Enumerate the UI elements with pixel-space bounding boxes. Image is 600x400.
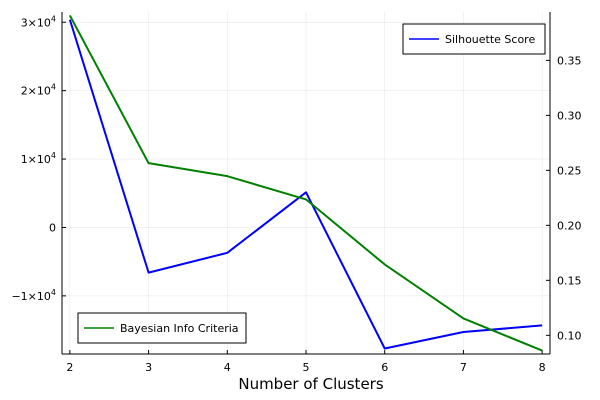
legend-label: Bayesian Info Criteria (120, 322, 239, 335)
legends: Silhouette Score Bayesian Info Criteria (77, 23, 546, 344)
axes: 2 3 4 5 6 7 8 3×104 2×104 1×104 0 −1×104 0.10 0.15 0.2… (11, 12, 582, 374)
x-tick-label: 2 (66, 361, 73, 374)
right-y-tick-label: 0.20 (557, 219, 582, 232)
left-y-tick-label: 2×104 (21, 83, 56, 98)
x-tick-label: 3 (145, 361, 152, 374)
left-y-tick-label: 0 (49, 221, 56, 234)
x-tick-label: 6 (381, 361, 388, 374)
left-y-tick-label: 1×104 (21, 151, 56, 166)
legend-0: Silhouette Score (402, 23, 546, 55)
x-tick-label: 8 (539, 361, 546, 374)
left-y-tick-label: −1×104 (11, 288, 56, 303)
right-y-tick-label: 0.35 (557, 54, 582, 67)
x-axis-title: Number of Clusters (238, 375, 383, 393)
x-tick-label: 5 (303, 361, 310, 374)
legend-1: Bayesian Info Criteria (77, 312, 247, 344)
right-y-tick-label: 0.10 (557, 329, 582, 342)
right-y-tick-label: 0.30 (557, 109, 582, 122)
legend-label: Silhouette Score (445, 33, 535, 46)
left-y-tick-label: 3×104 (21, 14, 56, 29)
right-y-tick-label: 0.25 (557, 164, 582, 177)
series (68, 14, 543, 352)
x-tick-label: 4 (224, 361, 231, 374)
x-tick-label: 7 (460, 361, 467, 374)
grid (62, 12, 550, 354)
right-y-tick-label: 0.15 (557, 274, 582, 287)
